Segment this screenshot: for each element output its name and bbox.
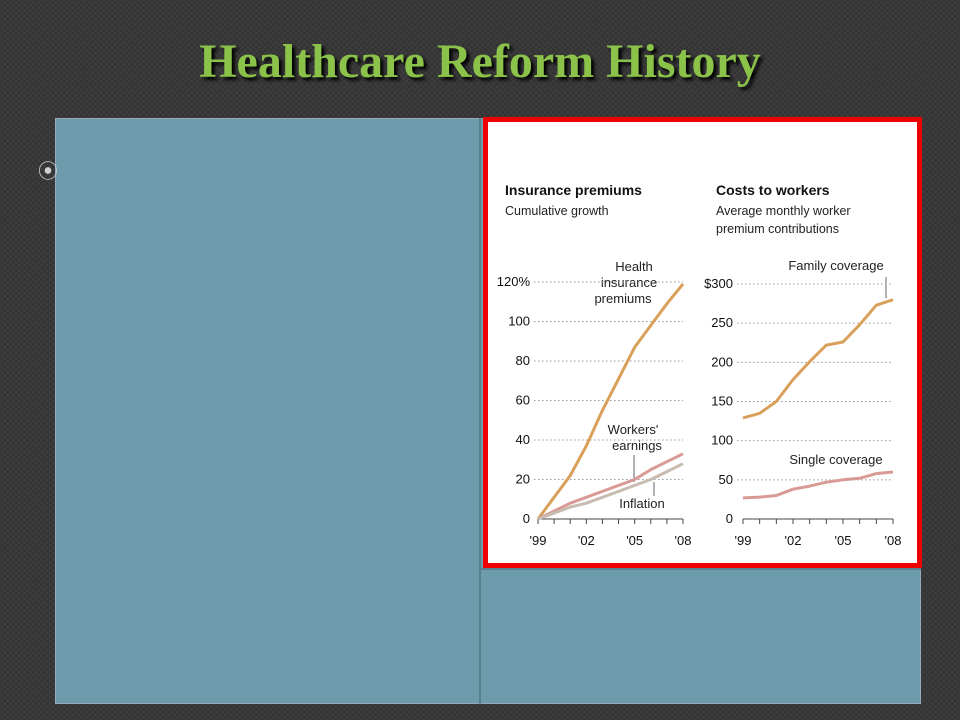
chart-marks: 0 20 40 60 80 100 120% '99 '02 '05 '08 0 50 100 150 200… xyxy=(497,274,902,548)
chart1-x-tick-label: '05 xyxy=(626,533,643,548)
chart2-y-tick-label: 200 xyxy=(711,354,733,369)
chart2-y-tick-label: 150 xyxy=(711,394,733,409)
chart2-y-tick-label: 0 xyxy=(726,511,733,526)
anno-health-line3: premiums xyxy=(594,291,652,306)
chart2-series-single-coverage xyxy=(742,470,894,500)
chart2-y-tick-label: 100 xyxy=(711,433,733,448)
anno-single: Single coverage xyxy=(789,452,882,467)
chart1-x-tick-label: '99 xyxy=(530,533,547,548)
chart1-y-tick-label: 40 xyxy=(516,432,530,447)
chart1-series-inflation xyxy=(537,462,684,521)
chart1-series-health-insurance-premiums xyxy=(536,283,685,520)
content-divider xyxy=(479,118,481,704)
chart2-y-tick-label: 50 xyxy=(719,472,733,487)
chart1-y-tick-label: 80 xyxy=(516,353,530,368)
anno-inflation: Inflation xyxy=(619,496,665,511)
chart-figure[interactable]: Insurance premiums Cumulative growth Cos… xyxy=(483,117,922,568)
chart2-subtitle-line1: Average monthly worker xyxy=(716,204,851,218)
chart1-x-tick-label: '02 xyxy=(578,533,595,548)
slide-title: Healthcare Reform History xyxy=(199,35,761,88)
anno-family: Family coverage xyxy=(788,258,883,273)
chart1-subtitle: Cumulative growth xyxy=(505,204,609,218)
chart1-y-tick-label: 0 xyxy=(523,511,530,526)
anno-earnings-line1: Workers' xyxy=(608,422,659,437)
chart1-y-tick-label: 120% xyxy=(497,274,531,289)
chart1-x-tick-label: '08 xyxy=(675,533,692,548)
lower-divider xyxy=(481,568,921,570)
anno-health-line1: Health xyxy=(615,259,653,274)
chart1-y-tick-label: 60 xyxy=(516,393,530,408)
chart-svg: Insurance premiums Cumulative growth Cos… xyxy=(497,182,902,548)
chart2-x-tick-label: '05 xyxy=(835,533,852,548)
chart2-x-tick-label: '08 xyxy=(885,533,902,548)
chart1-title: Insurance premiums xyxy=(505,182,642,198)
anno-earnings-line2: earnings xyxy=(612,438,662,453)
chart2-x-tick-label: '99 xyxy=(735,533,752,548)
anno-health-line2: insurance xyxy=(601,275,657,290)
chart2-x-tick-label: '02 xyxy=(785,533,802,548)
chart2-title: Costs to workers xyxy=(716,182,830,198)
chart1-series-workers-earnings xyxy=(537,452,684,521)
chart2-y-tick-label: 250 xyxy=(711,315,733,330)
chart2-y-tick-label: $300 xyxy=(704,276,733,291)
chart2-series-family-coverage xyxy=(742,298,894,420)
chart1-y-tick-label: 20 xyxy=(516,472,530,487)
bullet-icon: ⦿ xyxy=(38,161,58,183)
chart1-y-tick-label: 100 xyxy=(508,314,530,329)
chart2-subtitle-line2: premium contributions xyxy=(716,222,839,236)
